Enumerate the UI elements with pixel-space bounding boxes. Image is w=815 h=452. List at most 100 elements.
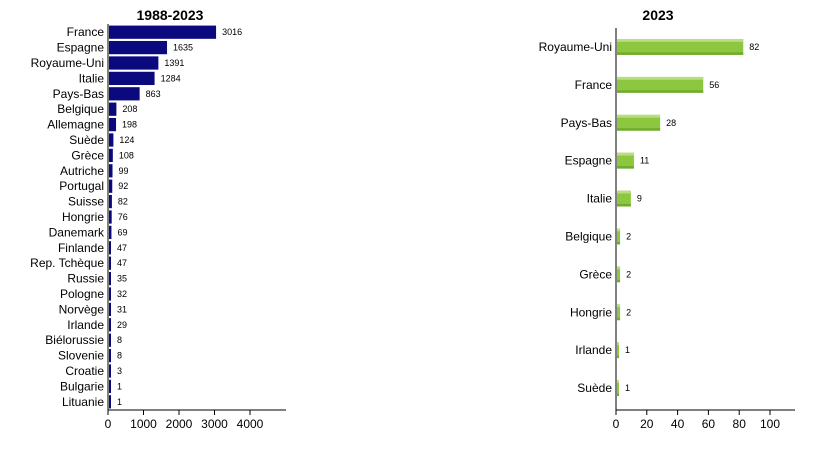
bar-grece [109, 148, 113, 163]
category-label-espagne: Espagne [565, 154, 613, 168]
bar-danemark [109, 225, 112, 240]
value-label-suede: 1 [625, 383, 630, 393]
x-tick-label: 100 [760, 417, 780, 431]
bar-shade-belgique [617, 241, 621, 245]
category-label-suisse: Suisse [68, 195, 104, 209]
value-label-royaume-uni: 1391 [164, 58, 184, 68]
value-label-espagne: 1635 [173, 43, 193, 53]
bar-hongrie [109, 210, 112, 224]
value-label-pologne: 32 [117, 289, 127, 299]
x-tick-label: 3000 [201, 417, 228, 431]
value-label-grece: 108 [119, 150, 134, 160]
category-label-hongrie: Hongrie [570, 305, 612, 319]
bar-shade-italie [617, 203, 631, 207]
bar-bielorussie [109, 333, 111, 347]
bar-france [617, 76, 704, 93]
category-label-italie: Italie [79, 71, 105, 85]
category-label-belgique: Belgique [57, 102, 104, 116]
category-label-pays-bas: Pays-Bas [561, 116, 612, 130]
bar-highlight-italie [617, 190, 631, 194]
category-label-allemagne: Allemagne [47, 118, 104, 132]
bar-rep-tcheque [109, 256, 111, 270]
value-label-france: 56 [709, 80, 719, 90]
category-label-suede: Suède [69, 133, 104, 147]
bar-highlight-suede [617, 380, 619, 383]
bar-royaume-uni [109, 56, 159, 70]
bar-allemagne [109, 117, 117, 132]
value-label-croatie: 3 [117, 366, 122, 376]
value-label-lituanie: 1 [117, 397, 122, 407]
category-label-danemark: Danemark [49, 225, 105, 239]
category-label-finlande: Finlande [58, 241, 104, 255]
value-label-espagne: 11 [640, 156, 649, 166]
bar-highlight-hongrie [617, 304, 621, 308]
category-label-slovenie: Slovenie [58, 349, 104, 363]
bar-portugal [109, 179, 113, 193]
value-label-royaume-uni: 82 [749, 42, 759, 52]
category-label-autriche: Autriche [60, 164, 104, 178]
value-label-portugal: 92 [118, 181, 128, 191]
category-label-norvege: Norvège [59, 302, 105, 316]
bar-highlight-espagne [617, 152, 634, 156]
bar-shade-france [617, 90, 704, 93]
bar-lituanie [109, 395, 111, 409]
bar-finlande [109, 241, 111, 255]
value-label-bulgarie: 1 [117, 381, 122, 391]
bar-shade-hongrie [617, 317, 621, 321]
value-label-grece: 2 [626, 269, 631, 279]
value-label-belgique: 2 [626, 231, 631, 241]
bar-shade-irlande [617, 355, 619, 359]
category-label-france: France [575, 78, 613, 92]
bar-belgique [109, 102, 117, 116]
bar-norvege [109, 302, 111, 317]
bar-suisse [109, 194, 112, 209]
category-label-royaume-uni: Royaume-Uni [539, 40, 612, 54]
category-label-bielorussie: Biélorussie [45, 333, 104, 347]
value-label-norvege: 31 [117, 304, 127, 314]
bar-royaume-uni [617, 38, 744, 55]
category-label-russie: Russie [67, 272, 104, 286]
bar-espagne [617, 152, 634, 169]
value-label-italie: 9 [637, 194, 642, 204]
chart-panel-1988-2023: 1988-2023 France 3016 Espagne 1635 Royaume-U… [30, 7, 286, 431]
bar-grece [617, 266, 621, 283]
bar-shade-pays-bas [617, 128, 661, 131]
category-label-espagne: Espagne [57, 41, 105, 55]
category-label-pays-bas: Pays-Bas [53, 87, 104, 101]
bar-irlande [109, 318, 111, 332]
category-label-hongrie: Hongrie [62, 210, 104, 224]
value-label-bielorussie: 8 [117, 335, 122, 345]
bar-espagne [109, 40, 168, 55]
bar-highlight-royaume-uni [617, 38, 744, 42]
value-label-rep-tcheque: 47 [117, 258, 127, 268]
category-label-bulgarie: Bulgarie [60, 379, 104, 393]
x-tick-label: 0 [105, 417, 112, 431]
bar-suede [109, 133, 114, 147]
value-label-russie: 35 [117, 274, 127, 284]
category-label-belgique: Belgique [565, 229, 612, 243]
category-label-pologne: Pologne [60, 287, 104, 301]
value-label-allemagne: 198 [122, 120, 137, 130]
value-label-suede: 124 [119, 135, 134, 145]
category-label-france: France [67, 25, 105, 39]
bar-highlight-france [617, 76, 704, 80]
category-label-grece: Grèce [579, 267, 612, 281]
category-label-royaume-uni: Royaume-Uni [31, 56, 104, 70]
bar-italie [109, 71, 155, 86]
bar-hongrie [617, 304, 621, 321]
value-label-italie: 1284 [161, 73, 181, 83]
bar-shade-royaume-uni [617, 52, 744, 55]
category-label-lituanie: Lituanie [62, 395, 104, 409]
value-label-france: 3016 [222, 27, 242, 37]
bar-slovenie [109, 348, 111, 363]
bar-highlight-grece [617, 266, 621, 270]
category-label-irlande: Irlande [67, 318, 104, 332]
value-label-pays-bas: 863 [146, 89, 161, 99]
category-label-portugal: Portugal [59, 179, 104, 193]
bar-pays-bas [617, 114, 661, 131]
category-label-irlande: Irlande [575, 343, 612, 357]
value-label-autriche: 99 [119, 166, 129, 176]
value-label-irlande: 1 [625, 345, 630, 355]
bar-bulgarie [109, 379, 111, 394]
